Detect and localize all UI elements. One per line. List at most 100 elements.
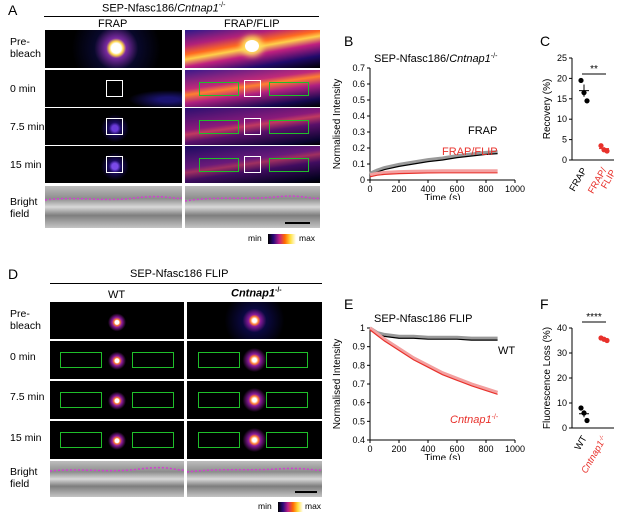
x-axis-label: Time (s): [424, 193, 460, 200]
panel-a-colorbar: [268, 234, 296, 244]
axon-outline-dotted: [185, 195, 320, 224]
y-axis-label: Fluorescence Loss (%): [542, 327, 553, 429]
panel-a-scale-min: min: [248, 233, 262, 243]
x-axis-label: Time (s): [424, 453, 460, 460]
data-point: [584, 98, 590, 104]
panel-letter-a: A: [8, 2, 18, 18]
y-tick-label: 0.3: [352, 127, 365, 137]
panel-d-ko-7min: [187, 381, 322, 419]
panel-a-flip-15min: [185, 146, 320, 183]
x-tick-label: 1000: [505, 184, 525, 194]
y-tick-label: 0.6: [352, 398, 365, 408]
series-line: [369, 153, 498, 176]
y-tick-label: 0.5: [352, 95, 365, 105]
panel-a-frap-0min: [45, 70, 182, 107]
x-category-label-sup: -/-: [598, 435, 606, 443]
flip-roi-green-box: [199, 120, 239, 134]
panel-a-frap-prebleach: [45, 30, 182, 68]
chart-title: SEP-Nfasc186 FLIP: [374, 313, 472, 325]
series-line: [369, 172, 498, 178]
significance-stars: ****: [586, 312, 602, 323]
chart-title-italic: Cntnap1: [449, 53, 491, 65]
panel-d-wt-15min: [50, 421, 184, 459]
y-tick-label: 0: [562, 155, 567, 165]
panel-d-row-prebleach: Pre- bleach: [10, 308, 41, 332]
panel-a-flip-7min: [185, 108, 320, 145]
y-tick-label: 0.5: [352, 416, 365, 426]
panel-d-row-0min: 0 min: [10, 351, 36, 363]
y-tick-label: 25: [557, 53, 567, 63]
panel-a-row-15min: 15 min: [10, 159, 42, 171]
panel-letter-f: F: [540, 296, 549, 312]
y-tick-label: 15: [557, 94, 567, 104]
panel-d-col1: WT: [108, 289, 126, 301]
x-tick-label: 200: [391, 184, 406, 194]
flip-roi-green-box: [269, 158, 309, 172]
panel-d-wt-0min: [50, 341, 184, 379]
panel-b-chart: 0 0.1 0.2 0.3 0.4 0.5 0.6 0.7 0 200 400 600 800 1000 T…: [332, 53, 525, 200]
flip-roi-green-box: [198, 352, 240, 368]
panel-d-title: SEP-Nfasc186 FLIP: [130, 268, 229, 280]
panel-d-scale-max: max: [305, 501, 322, 511]
flip-roi-green-box: [198, 432, 240, 448]
series-error-band: [369, 150, 498, 175]
panel-d-ko-15min: [187, 421, 322, 459]
panel-a-brightfield-right: [185, 186, 320, 228]
panel-a-row-brightfield: Bright field: [10, 196, 38, 220]
panel-a-col2: FRAP/FLIP: [224, 18, 280, 30]
y-tick-label: 30: [557, 348, 567, 358]
data-point: [598, 143, 604, 149]
axon-outline-dotted: [50, 466, 184, 472]
panel-d-scale-min: min: [258, 501, 272, 511]
y-tick-label: 20: [557, 73, 567, 83]
series-label-frap: FRAP: [468, 125, 497, 137]
flip-roi-green-box: [269, 82, 309, 96]
series-label-cntnap1-sup: -/-: [492, 414, 499, 421]
y-axis-label: Normalised Intensity: [332, 339, 343, 430]
data-point: [604, 337, 610, 344]
x-tick-label: 800: [478, 444, 493, 454]
series-error-band: [369, 326, 498, 340]
panel-d-col2: Cntnap1-/-: [231, 287, 282, 300]
flip-roi-green-box: [132, 432, 174, 448]
x-tick-label: 200: [391, 444, 406, 454]
roi-white-box: [244, 80, 261, 97]
significance-stars: **: [590, 64, 598, 75]
panel-letter-c: C: [540, 33, 551, 49]
x-category-label: WT: [573, 434, 590, 452]
y-axis-label: Normalised Intensity: [332, 79, 343, 170]
y-tick-label: 1: [360, 323, 365, 333]
series-label-cntnap1: Cntnap1-/-: [450, 414, 499, 426]
panel-a-flip-prebleach: [185, 30, 320, 68]
x-tick-label: 0: [367, 444, 372, 454]
panel-letter-d: D: [8, 266, 19, 282]
x-tick-label: 0: [367, 184, 372, 194]
panel-a-row-prebleach: Pre- bleach: [10, 36, 41, 60]
y-tick-label: 0: [562, 423, 567, 433]
panel-d-wt-7min: [50, 381, 184, 419]
y-tick-label: 40: [557, 323, 567, 333]
y-tick-label: 0.9: [352, 342, 365, 352]
panel-a-title: SEP-Nfasc186/Cntnap1-/-: [102, 2, 225, 15]
y-tick-label: 0.2: [352, 143, 365, 153]
panel-d-row-15min: 15 min: [10, 432, 42, 444]
flip-roi-green-box: [266, 392, 308, 408]
x-tick-label: 800: [478, 184, 493, 194]
roi-white-box: [244, 118, 261, 135]
y-tick-label: 0.4: [352, 111, 365, 121]
flip-roi-green-box: [266, 432, 308, 448]
bright-node-spot: [245, 40, 259, 52]
panel-a-row-7min: 7.5 min: [10, 121, 45, 133]
panel-d-brightfield-left: [50, 461, 184, 497]
y-tick-label: 0.8: [352, 360, 365, 370]
y-tick-label: 0.1: [352, 159, 365, 169]
x-tick-label: 400: [420, 184, 435, 194]
panel-e-chart: 0.4 0.5 0.6 0.7 0.8 0.9 1 0 200 400 600 800 1000 Time…: [332, 313, 525, 460]
x-tick-label: 600: [449, 184, 464, 194]
y-axis-label: Recovery (%): [542, 79, 553, 140]
panel-a-brightfield-left: [45, 186, 182, 228]
panel-d-row-brightfield: Bright field: [10, 466, 38, 490]
panel-a-title-italic: Cntnap1: [177, 2, 219, 15]
